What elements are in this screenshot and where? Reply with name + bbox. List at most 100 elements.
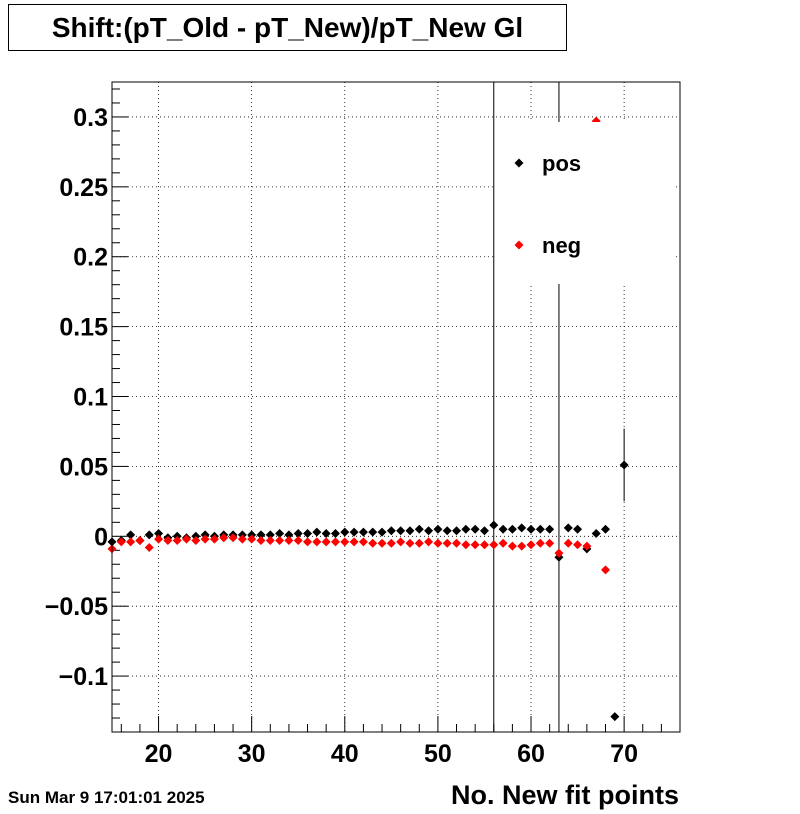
data-point: [479, 540, 489, 550]
data-point: [200, 534, 210, 544]
data-point: [386, 538, 396, 548]
data-point: [368, 538, 378, 548]
data-point: [601, 565, 611, 575]
data-point: [601, 524, 611, 534]
data-point: [209, 534, 219, 544]
data-point: [386, 526, 396, 536]
data-point: [256, 530, 266, 540]
data-point: [368, 527, 378, 537]
data-point: [591, 529, 601, 539]
data-point: [545, 524, 555, 534]
data-point: [573, 524, 583, 534]
data-point: [154, 529, 164, 539]
data-point: [358, 537, 368, 547]
data-point: [340, 527, 350, 537]
plot-frame: [111, 81, 681, 733]
x-tick-label: 60: [517, 740, 545, 768]
y-tick-label: 0.15: [59, 314, 108, 342]
data-point: [424, 526, 434, 536]
y-tick-label: −0.05: [45, 593, 108, 621]
x-tick-label: 40: [331, 740, 359, 768]
legend-label: pos: [542, 151, 581, 176]
data-point: [293, 529, 303, 539]
data-point: [247, 534, 257, 544]
data-point: [414, 524, 424, 534]
y-tick-label: 0: [94, 523, 108, 551]
data-point: [452, 526, 462, 536]
legend-label: neg: [542, 233, 581, 258]
data-point: [312, 527, 322, 537]
y-tick-label: 0.3: [73, 104, 108, 132]
data-point: [349, 527, 359, 537]
y-tick-label: 0.25: [59, 174, 108, 202]
data-point: [340, 537, 350, 547]
data-point: [256, 535, 266, 545]
y-tick-label: 0.05: [59, 453, 108, 481]
y-tick-label: 0.1: [73, 384, 108, 412]
data-point: [219, 533, 229, 543]
data-point: [284, 535, 294, 545]
data-point: [154, 534, 164, 544]
chart-title: Shift:(pT_Old - pT_New)/pT_New Gl: [51, 11, 524, 43]
data-point: [163, 535, 173, 545]
data-point: [526, 540, 536, 550]
data-point: [265, 535, 275, 545]
data-point: [284, 530, 294, 540]
data-point: [507, 541, 517, 551]
data-point: [275, 529, 285, 539]
data-point: [442, 538, 452, 548]
x-tick-label: 70: [610, 740, 638, 768]
data-point: [126, 530, 136, 540]
data-point: [275, 535, 285, 545]
data-point: [228, 533, 238, 543]
data-point: [377, 538, 387, 548]
data-point: [452, 538, 462, 548]
data-point: [433, 538, 443, 548]
data-point: [442, 526, 452, 536]
data-point: [116, 537, 126, 547]
data-point: [303, 537, 313, 547]
x-tick-label: 20: [145, 740, 173, 768]
x-tick-label: 50: [424, 740, 452, 768]
data-point: [517, 523, 527, 533]
data-point: [461, 524, 471, 534]
data-point: [377, 527, 387, 537]
data-point: [349, 537, 359, 547]
data-point: [191, 535, 201, 545]
data-point: [498, 538, 508, 548]
legend: pos neg: [496, 122, 676, 284]
chart-title-box: Shift:(pT_Old - pT_New)/pT_New Gl: [8, 4, 567, 51]
data-point: [479, 526, 489, 536]
data-point: [582, 541, 592, 551]
data-point: [461, 540, 471, 550]
data-point: [554, 548, 564, 558]
x-axis-label: No. New fit points: [451, 780, 679, 810]
data-point: [470, 540, 480, 550]
data-point: [330, 529, 340, 539]
data-point: [126, 537, 136, 547]
data-point: [489, 520, 499, 530]
data-point: [424, 537, 434, 547]
data-point: [545, 538, 555, 548]
data-point: [526, 524, 536, 534]
data-point: [619, 460, 629, 470]
data-point: [396, 526, 406, 536]
y-tick-label: 0.2: [73, 244, 108, 272]
date-stamp: Sun Mar 9 17:01:01 2025: [8, 788, 205, 807]
data-point: [181, 534, 191, 544]
data-point: [321, 537, 331, 547]
data-point: [237, 534, 247, 544]
data-point: [563, 538, 573, 548]
y-tick-label: −0.1: [59, 663, 108, 691]
data-point: [144, 542, 154, 552]
data-point: [610, 712, 620, 722]
data-point: [507, 524, 517, 534]
data-point: [563, 523, 573, 533]
data-point: [535, 538, 545, 548]
data-point: [573, 540, 583, 550]
data-point: [396, 537, 406, 547]
data-point: [414, 538, 424, 548]
data-point: [312, 537, 322, 547]
data-point: [405, 538, 415, 548]
